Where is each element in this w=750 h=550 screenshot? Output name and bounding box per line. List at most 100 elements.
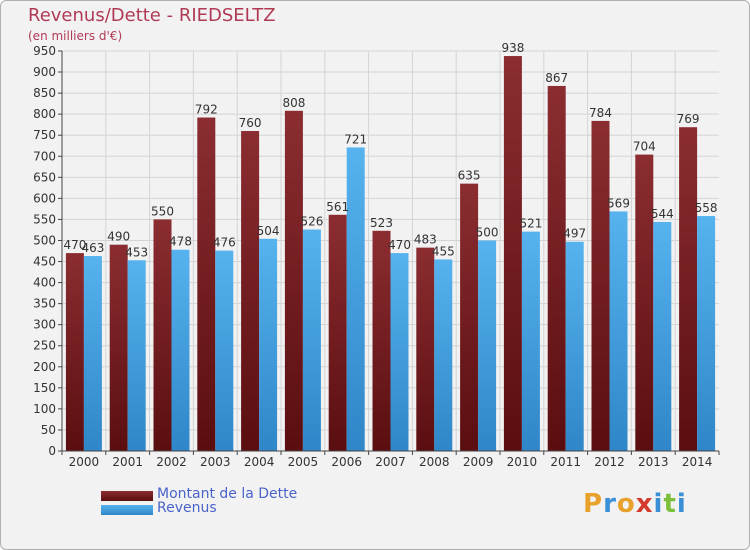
y-tick-label: 150 — [33, 381, 56, 395]
bar-dette — [241, 131, 260, 451]
bar-revenus — [609, 211, 628, 451]
y-tick-label: 450 — [33, 255, 56, 269]
bar-revenus — [83, 256, 102, 451]
data-label-dette: 561 — [326, 200, 349, 214]
logo-letter: x — [635, 489, 654, 519]
data-label-revenus: 721 — [344, 132, 367, 146]
x-tick-label: 2014 — [682, 455, 713, 469]
data-label-revenus: 504 — [257, 224, 280, 238]
bar-revenus — [565, 241, 584, 451]
bar-dette — [679, 127, 698, 452]
bar-dette — [503, 56, 522, 451]
bar-revenus — [434, 259, 453, 451]
data-label-revenus: 558 — [695, 201, 718, 215]
data-label-dette: 704 — [633, 140, 656, 154]
data-label-dette: 550 — [151, 204, 174, 218]
bar-dette — [416, 247, 435, 451]
x-tick-label: 2011 — [550, 455, 581, 469]
data-label-revenus: 500 — [476, 225, 499, 239]
x-tick-label: 2008 — [419, 455, 450, 469]
y-tick-label: 700 — [33, 149, 56, 163]
bar-dette — [372, 230, 391, 451]
data-label-revenus: 463 — [81, 241, 104, 255]
bar-dette — [65, 253, 84, 451]
data-label-revenus: 521 — [519, 217, 542, 231]
axes: 0 50 100 150 200 250 300 350 400 450 500 550 600 650 7… — [33, 44, 720, 469]
y-tick-label: 550 — [33, 212, 56, 226]
bar-revenus — [521, 231, 540, 451]
bar-dette — [591, 120, 610, 451]
y-tick-label: 600 — [33, 191, 56, 205]
data-label-revenus: 476 — [213, 236, 236, 250]
y-tick-label: 100 — [33, 402, 56, 416]
x-tick-label: 2000 — [69, 455, 100, 469]
x-tick-label: 2013 — [638, 455, 669, 469]
y-tick-label: 250 — [33, 339, 56, 353]
legend-swatch-revenus — [101, 505, 153, 515]
x-tick-label: 2012 — [594, 455, 625, 469]
data-label-revenus: 455 — [432, 244, 455, 258]
x-tick-label: 2002 — [156, 455, 187, 469]
bar-revenus — [346, 147, 365, 451]
chart-title: Revenus/Dette - RIEDSELTZ — [28, 5, 276, 26]
x-tick-label: 2005 — [288, 455, 319, 469]
logo-letter: r — [603, 489, 617, 519]
bar-revenus — [302, 229, 321, 451]
data-label-dette: 792 — [195, 103, 218, 117]
logo-letter: i — [653, 489, 664, 519]
data-label-revenus: 544 — [651, 207, 674, 221]
y-tick-label: 0 — [48, 444, 56, 458]
y-tick-label: 400 — [33, 276, 56, 290]
data-label-dette: 769 — [677, 112, 700, 126]
logo-letter: o — [616, 489, 636, 519]
data-label-revenus: 569 — [607, 196, 630, 210]
bars — [65, 56, 716, 452]
x-tick-label: 2006 — [331, 455, 362, 469]
bar-dette — [153, 219, 172, 451]
legend-label-dette: Montant de la Dette — [157, 486, 298, 502]
y-tick-label: 50 — [41, 423, 56, 437]
data-label-dette: 523 — [370, 216, 393, 230]
y-tick-label: 750 — [33, 128, 56, 142]
y-tick-label: 300 — [33, 318, 56, 332]
x-tick-label: 2004 — [244, 455, 275, 469]
logo-letter: i — [676, 489, 687, 519]
data-label-revenus: 526 — [300, 215, 323, 229]
y-tick-label: 850 — [33, 86, 56, 100]
bar-dette — [197, 117, 216, 452]
data-labels: 470 490 550 792 760 808 561 523 483 635 938 867 784 7… — [63, 41, 717, 259]
bar-revenus — [127, 260, 146, 451]
y-tick-label: 800 — [33, 107, 56, 121]
y-tick-label: 200 — [33, 360, 56, 374]
bar-dette — [460, 183, 479, 451]
y-tick-label: 500 — [33, 233, 56, 247]
bar-dette — [284, 110, 303, 451]
x-tick-label: 2007 — [375, 455, 406, 469]
bar-dette — [109, 244, 128, 451]
y-tick-label: 900 — [33, 65, 56, 79]
legend-swatch-dette — [101, 491, 153, 501]
bar-revenus — [653, 221, 672, 451]
bar-dette — [547, 85, 566, 452]
y-tick-label: 950 — [33, 44, 56, 58]
logo-letter: P — [583, 489, 604, 519]
chart-subtitle: (en milliers d'€) — [28, 29, 123, 43]
y-tick-label: 350 — [33, 297, 56, 311]
bar-revenus — [478, 240, 497, 451]
bar-revenus — [697, 216, 716, 451]
bar-dette — [328, 214, 347, 451]
logo-letter: t — [663, 489, 677, 519]
data-label-dette: 867 — [545, 71, 568, 85]
bar-revenus — [259, 238, 278, 451]
bar-dette — [635, 154, 654, 451]
x-tick-label: 2001 — [112, 455, 143, 469]
data-label-dette: 490 — [107, 230, 130, 244]
x-tick-label: 2003 — [200, 455, 231, 469]
y-tick-label: 650 — [33, 170, 56, 184]
proxiti-logo: Proxiti — [583, 489, 687, 519]
data-label-revenus: 470 — [388, 238, 411, 252]
x-tick-label: 2009 — [463, 455, 494, 469]
data-label-revenus: 453 — [125, 245, 148, 259]
